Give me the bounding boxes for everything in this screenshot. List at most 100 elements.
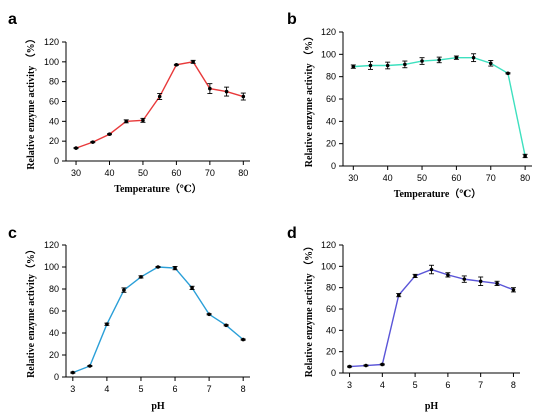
data-point — [506, 71, 510, 76]
data-point — [364, 363, 368, 368]
y-tick-label: 80 — [326, 283, 336, 293]
data-point — [368, 63, 373, 68]
y-tick-label: 120 — [321, 240, 336, 250]
x-tick-label: 50 — [138, 168, 148, 178]
x-tick-label: 5 — [413, 380, 418, 390]
y-tick-label: 100 — [44, 262, 59, 272]
data-point — [420, 59, 424, 63]
data-point — [139, 275, 143, 279]
series-line — [353, 56, 526, 157]
x-tick-label: 7 — [478, 380, 483, 390]
data-point — [429, 267, 434, 272]
y-tick-label: 120 — [44, 240, 59, 250]
x-tick-label: 8 — [511, 380, 516, 390]
x-tick-label: 50 — [417, 173, 427, 183]
y-tick-label: 100 — [321, 49, 336, 59]
y-tick-label: 0 — [54, 156, 59, 166]
panel-letter: c — [8, 225, 17, 242]
data-point — [462, 277, 467, 281]
y-tick-label: 20 — [326, 139, 336, 149]
y-tick-label: 100 — [321, 261, 336, 271]
x-tick-label: 30 — [71, 168, 81, 178]
data-point — [437, 58, 442, 62]
x-tick-label: 70 — [486, 173, 496, 183]
y-tick-label: 60 — [326, 94, 336, 104]
y-tick-label: 20 — [49, 136, 59, 146]
y-tick-label: 40 — [326, 325, 336, 335]
y-tick-label: 40 — [49, 116, 59, 126]
data-point — [224, 323, 228, 328]
y-axis-title: Relative enzyme activity（%） — [24, 244, 37, 378]
x-axis-title: pH — [425, 401, 439, 412]
y-tick-label: 80 — [49, 77, 59, 87]
series-line — [349, 268, 514, 368]
data-point — [241, 94, 246, 99]
data-point — [224, 89, 229, 94]
data-point — [454, 55, 459, 60]
data-point — [71, 370, 75, 375]
data-point — [122, 288, 126, 292]
x-tick-label: 40 — [383, 173, 393, 183]
data-point — [173, 266, 177, 270]
x-tick-label: 8 — [241, 384, 246, 394]
x-tick-label: 4 — [104, 384, 109, 394]
series-line — [72, 266, 244, 374]
x-tick-label: 3 — [347, 380, 352, 390]
x-tick-label: 7 — [207, 384, 212, 394]
data-point — [141, 118, 145, 123]
panel-b: b 0 20 40 60 80 100 120 30 40 50 60 70 80 Temperature（… — [287, 11, 532, 200]
x-tick-label: 40 — [104, 168, 114, 178]
x-tick-label: 80 — [238, 168, 248, 178]
data-point — [523, 154, 527, 158]
series-line — [75, 61, 244, 149]
data-point — [74, 146, 78, 150]
y-tick-label: 120 — [44, 37, 59, 47]
data-point — [385, 63, 390, 68]
x-tick-label: 6 — [173, 384, 178, 394]
data-point — [511, 288, 516, 292]
data-point — [105, 322, 109, 327]
data-point — [156, 265, 160, 269]
y-tick-label: 120 — [321, 27, 336, 37]
data-point — [190, 286, 194, 290]
panel-letter: b — [287, 11, 297, 28]
y-tick-label: 60 — [49, 306, 59, 316]
y-axis-title: Relative enzyme activity （%） — [302, 31, 315, 167]
data-point — [107, 132, 112, 137]
y-tick-label: 60 — [49, 97, 59, 107]
y-axis-title: Relative enzyme activity （%） — [302, 241, 315, 377]
y-tick-label: 80 — [49, 284, 59, 294]
data-point — [157, 94, 162, 99]
y-tick-label: 0 — [54, 372, 59, 382]
data-point — [380, 362, 385, 367]
y-tick-label: 100 — [44, 57, 59, 67]
data-point — [191, 60, 195, 64]
y-tick-label: 40 — [49, 328, 59, 338]
data-point — [347, 364, 352, 369]
data-point — [124, 119, 129, 124]
panel-d: d 0 20 40 60 80 100 120 3 4 5 6 7 8 pH Relative enzyme … — [287, 225, 520, 412]
data-point — [471, 55, 476, 60]
y-tick-label: 20 — [326, 347, 336, 357]
x-tick-label: 30 — [348, 173, 358, 183]
x-tick-label: 60 — [171, 168, 181, 178]
data-point — [413, 274, 417, 278]
x-axis-title: Temperature（℃） — [394, 187, 482, 200]
data-point — [488, 61, 493, 66]
x-tick-label: 4 — [380, 380, 385, 390]
x-tick-label: 80 — [520, 173, 530, 183]
y-axis-title: Relative enzyme activity （%） — [24, 33, 37, 169]
y-tick-label: 20 — [49, 350, 59, 360]
data-point — [396, 293, 401, 297]
data-point — [495, 281, 499, 286]
x-tick-label: 70 — [205, 168, 215, 178]
panel-letter: d — [287, 225, 297, 242]
data-point — [90, 140, 95, 144]
data-point — [351, 64, 356, 69]
y-tick-label: 0 — [331, 368, 336, 378]
data-point — [241, 337, 245, 342]
y-tick-label: 0 — [331, 161, 336, 171]
x-tick-label: 60 — [451, 173, 461, 183]
data-point — [403, 62, 407, 67]
